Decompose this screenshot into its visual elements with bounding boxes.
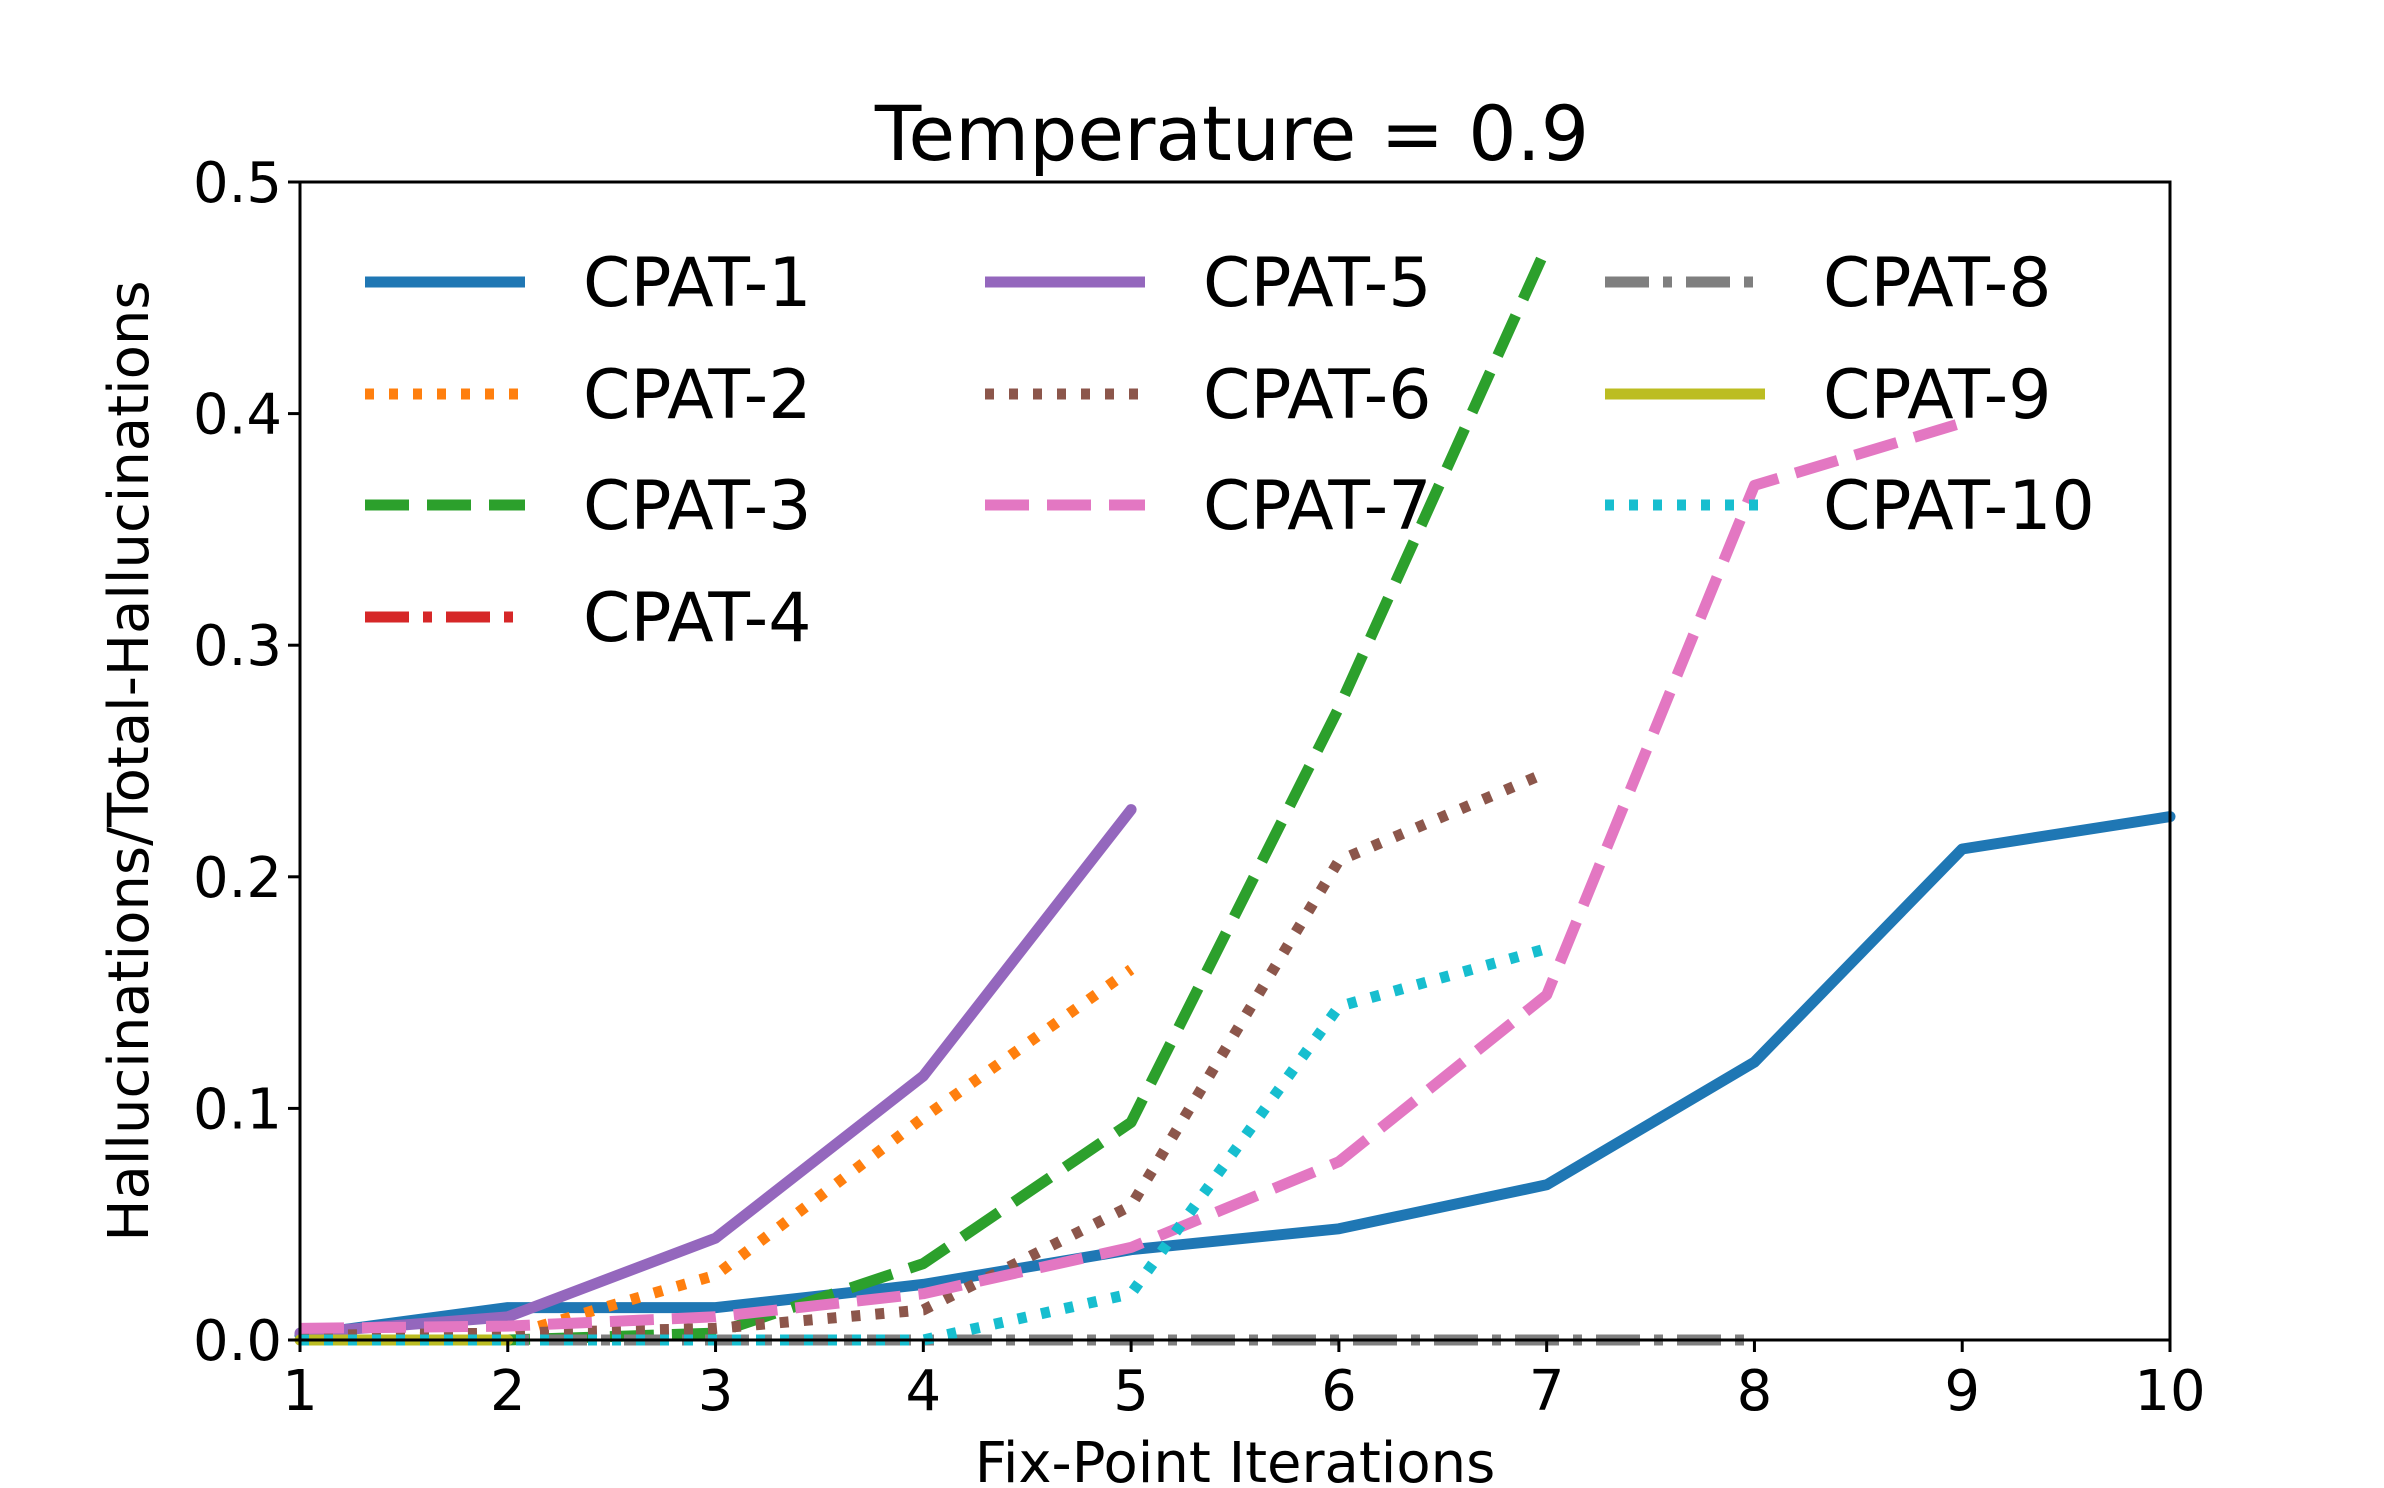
- x-tick-label: 2: [490, 1359, 526, 1424]
- legend-label-7: CPAT-7: [1203, 467, 1431, 546]
- axis-ticks: 1 2 3 4 5 6 7 8 9 10 0.0 0.1 0.2 0.3 0.4 0.5: [193, 151, 2206, 1424]
- y-tick-label: 0.5: [193, 151, 282, 216]
- legend-label-8: CPAT-8: [1823, 244, 2051, 323]
- legend-label-3: CPAT-3: [583, 467, 811, 546]
- x-tick-label: 10: [2134, 1359, 2205, 1424]
- x-axis-label: Fix-Point Iterations: [975, 1431, 1496, 1488]
- series-line-6: [299, 767, 1549, 1341]
- plot-frame: [298, 180, 2172, 1342]
- x-tick-label: 4: [906, 1359, 942, 1424]
- y-tick-label: 0.3: [193, 614, 282, 679]
- series-line-7: [299, 417, 1964, 1334]
- legend-label-10: CPAT-10: [1823, 467, 2095, 546]
- x-tick-label: 9: [1944, 1359, 1980, 1424]
- x-tick-label: 8: [1737, 1359, 1773, 1424]
- x-tick-label: 1: [282, 1359, 318, 1424]
- y-tick-label: 0.0: [193, 1309, 282, 1374]
- legend-label-6: CPAT-6: [1203, 356, 1431, 435]
- x-tick-label: 6: [1321, 1359, 1357, 1424]
- x-tick-label: 3: [698, 1359, 734, 1424]
- legend-label-1: CPAT-1: [583, 244, 811, 323]
- legend: CPAT-1 CPAT-2 CPAT-3 CPAT-4 CPAT-5 CPAT-6 CPAT…: [365, 244, 2095, 658]
- legend-label-9: CPAT-9: [1823, 356, 2051, 435]
- legend-label-5: CPAT-5: [1203, 244, 1431, 323]
- x-tick-label: 5: [1113, 1359, 1149, 1424]
- series-line-2: [299, 964, 1135, 1346]
- legend-label-4: CPAT-4: [583, 579, 811, 658]
- y-tick-label: 0.4: [193, 383, 282, 448]
- y-axis-label: Hallucinations/Total-Hallucinations: [97, 280, 162, 1241]
- y-tick-label: 0.1: [193, 1077, 282, 1142]
- legend-label-2: CPAT-2: [583, 356, 811, 435]
- x-tick-label: 7: [1529, 1359, 1565, 1424]
- y-tick-label: 0.2: [193, 846, 282, 911]
- chart-title: Temperature = 0.9: [874, 89, 1589, 178]
